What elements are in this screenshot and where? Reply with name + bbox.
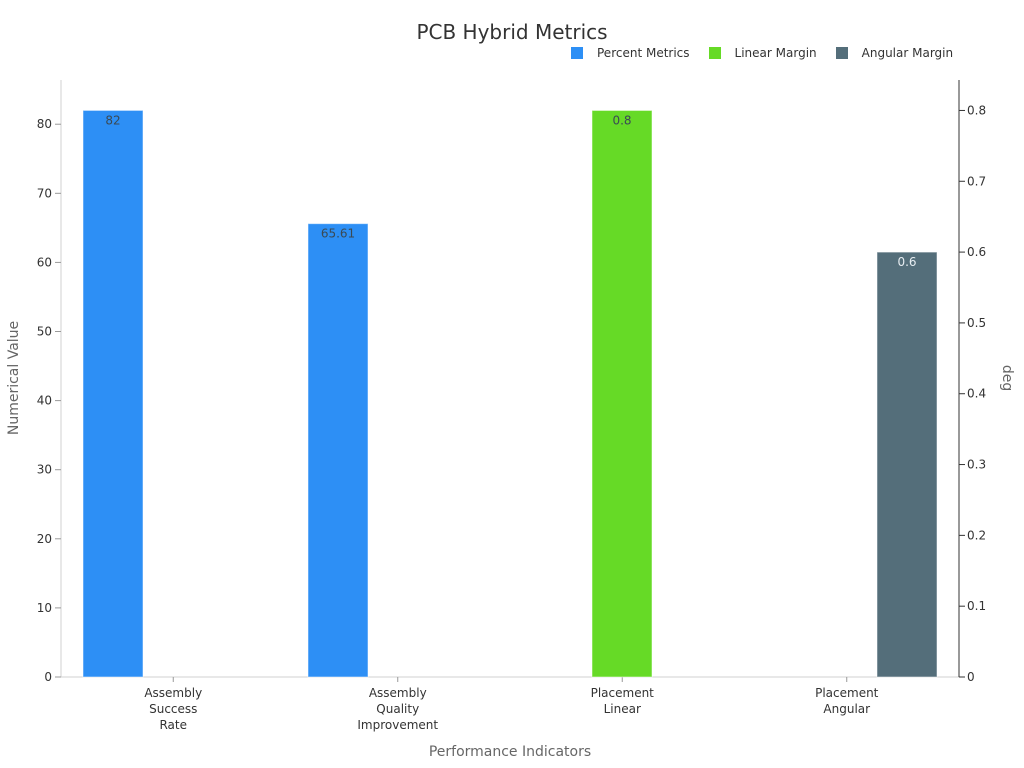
y-tick-label: 10	[37, 601, 52, 615]
y-tick-label: 60	[37, 255, 52, 269]
bar-linear-margin[interactable]	[591, 109, 653, 678]
x-category-label: Placement	[591, 686, 655, 700]
y-tick-label: 40	[37, 394, 52, 408]
y-tick-label: 70	[37, 186, 52, 200]
y-tick-label: 80	[37, 117, 52, 131]
bar-percent-metrics[interactable]	[82, 109, 144, 678]
bar-percent-metrics[interactable]	[307, 223, 369, 678]
y-tick-label: 0	[44, 670, 52, 684]
x-category-label: Rate	[159, 718, 187, 732]
legend-item-percent-metrics[interactable]: Percent Metrics	[571, 46, 690, 60]
y2-axis-title: deg	[999, 365, 1015, 391]
y2-tick-label: 0.2	[967, 528, 986, 542]
legend-item-linear-margin[interactable]: Linear Margin	[708, 46, 817, 60]
chart-title: PCB Hybrid Metrics	[416, 20, 608, 44]
y2-tick-label: 0.8	[967, 103, 986, 117]
bar-value-label: 0.6	[897, 255, 916, 269]
legend-item-angular-margin[interactable]: Angular Margin	[835, 46, 954, 60]
legend: Percent Metrics Linear Margin Angular Ma…	[571, 46, 953, 60]
y-axis-title: Numerical Value	[6, 321, 22, 435]
y2-tick-label: 0.3	[967, 458, 986, 472]
x-category-label: Quality	[376, 702, 419, 716]
bar-value-label: 0.8	[612, 113, 631, 127]
x-category-label: Linear	[604, 702, 641, 716]
legend-swatch-icon	[571, 47, 583, 59]
x-category-label: Placement	[815, 686, 879, 700]
bar-angular-margin[interactable]	[876, 251, 938, 678]
y2-tick-label: 0.6	[967, 245, 986, 259]
bar-value-label: 65.61	[321, 227, 355, 241]
bar-value-label: 82	[105, 113, 120, 127]
legend-swatch-icon	[835, 47, 848, 59]
legend-label: Percent Metrics	[597, 46, 690, 60]
legend-label: Linear Margin	[734, 46, 817, 60]
x-category-label: Success	[149, 702, 197, 716]
y2-tick-label: 0.7	[967, 174, 986, 188]
x-category-label: Improvement	[357, 718, 438, 732]
legend-swatch-icon	[708, 47, 721, 59]
x-category-label: Assembly	[369, 686, 427, 700]
x-category-label: Angular	[823, 702, 870, 716]
y-tick-label: 20	[37, 532, 52, 546]
y-tick-label: 30	[37, 463, 52, 477]
y2-tick-label: 0.5	[967, 316, 986, 330]
y-tick-label: 50	[37, 325, 52, 339]
x-category-label: Assembly	[144, 686, 202, 700]
y2-tick-label: 0.4	[967, 387, 986, 401]
x-axis-title: Performance Indicators	[429, 744, 591, 760]
y2-tick-label: 0.1	[967, 599, 986, 613]
y2-tick-label: 0	[967, 670, 975, 684]
legend-label: Angular Margin	[861, 46, 954, 60]
